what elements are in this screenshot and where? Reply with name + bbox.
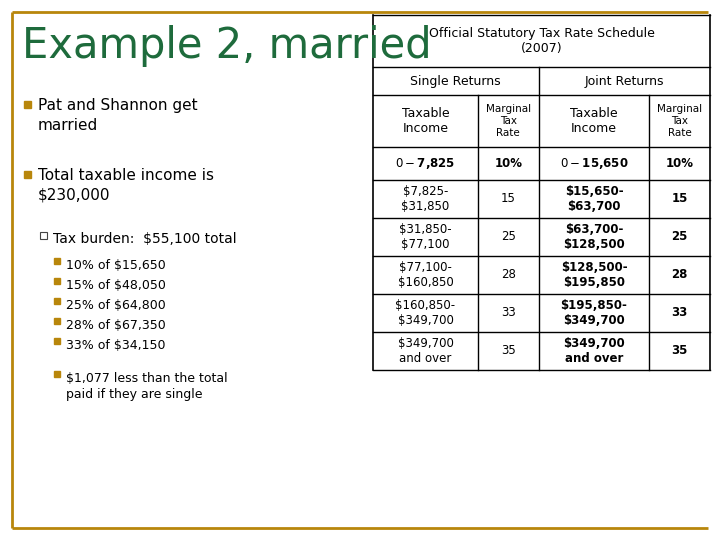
Bar <box>54 258 60 264</box>
Text: Pat and Shannon get
married: Pat and Shannon get married <box>38 98 197 133</box>
Text: $349,700
and over: $349,700 and over <box>397 337 454 365</box>
Text: 10% of $15,650: 10% of $15,650 <box>66 259 166 272</box>
Text: 28% of $67,350: 28% of $67,350 <box>66 319 166 332</box>
Bar <box>54 278 60 284</box>
Text: 28: 28 <box>672 268 688 281</box>
Bar <box>54 371 60 377</box>
Bar <box>373 15 710 370</box>
Text: 15: 15 <box>672 192 688 206</box>
Text: Taxable
Income: Taxable Income <box>570 107 618 135</box>
Text: 28: 28 <box>501 268 516 281</box>
Text: Joint Returns: Joint Returns <box>585 75 664 87</box>
Bar <box>54 298 60 304</box>
Text: $1,077 less than the total
paid if they are single: $1,077 less than the total paid if they … <box>66 372 228 401</box>
Bar <box>24 171 31 178</box>
Text: Example 2, married: Example 2, married <box>22 25 431 67</box>
Text: 35: 35 <box>501 345 516 357</box>
Text: $0-$7,825: $0-$7,825 <box>395 156 456 171</box>
Text: $31,850-
$77,100: $31,850- $77,100 <box>399 223 451 251</box>
Text: $0-$15,650: $0-$15,650 <box>559 156 629 171</box>
Bar <box>40 232 47 239</box>
Text: $7,825-
$31,850: $7,825- $31,850 <box>401 185 449 213</box>
Text: $63,700-
$128,500: $63,700- $128,500 <box>563 223 625 251</box>
Text: Official Statutory Tax Rate Schedule
(2007): Official Statutory Tax Rate Schedule (20… <box>428 27 654 55</box>
Text: Marginal
Tax
Rate: Marginal Tax Rate <box>486 104 531 138</box>
Text: Total taxable income is
$230,000: Total taxable income is $230,000 <box>38 168 214 203</box>
Text: Tax burden:  $55,100 total: Tax burden: $55,100 total <box>53 232 237 246</box>
Text: 33% of $34,150: 33% of $34,150 <box>66 339 166 352</box>
Bar <box>54 318 60 324</box>
Bar <box>54 338 60 344</box>
Text: 10%: 10% <box>666 157 693 170</box>
Text: 25: 25 <box>672 231 688 244</box>
Text: Marginal
Tax
Rate: Marginal Tax Rate <box>657 104 702 138</box>
Text: $15,650-
$63,700: $15,650- $63,700 <box>564 185 624 213</box>
Text: 10%: 10% <box>494 157 522 170</box>
Text: $349,700
and over: $349,700 and over <box>563 337 625 365</box>
Bar <box>24 100 31 107</box>
Text: 25% of $64,800: 25% of $64,800 <box>66 299 166 312</box>
Text: $195,850-
$349,700: $195,850- $349,700 <box>561 299 627 327</box>
Text: Taxable
Income: Taxable Income <box>402 107 449 135</box>
Text: 33: 33 <box>672 307 688 320</box>
Text: 33: 33 <box>501 307 516 320</box>
Text: $77,100-
$160,850: $77,100- $160,850 <box>397 261 454 289</box>
Text: 15% of $48,050: 15% of $48,050 <box>66 279 166 292</box>
Text: 25: 25 <box>501 231 516 244</box>
Text: Single Returns: Single Returns <box>410 75 501 87</box>
Text: $160,850-
$349,700: $160,850- $349,700 <box>395 299 456 327</box>
Text: 15: 15 <box>501 192 516 206</box>
Text: 35: 35 <box>672 345 688 357</box>
Text: $128,500-
$195,850: $128,500- $195,850 <box>561 261 627 289</box>
